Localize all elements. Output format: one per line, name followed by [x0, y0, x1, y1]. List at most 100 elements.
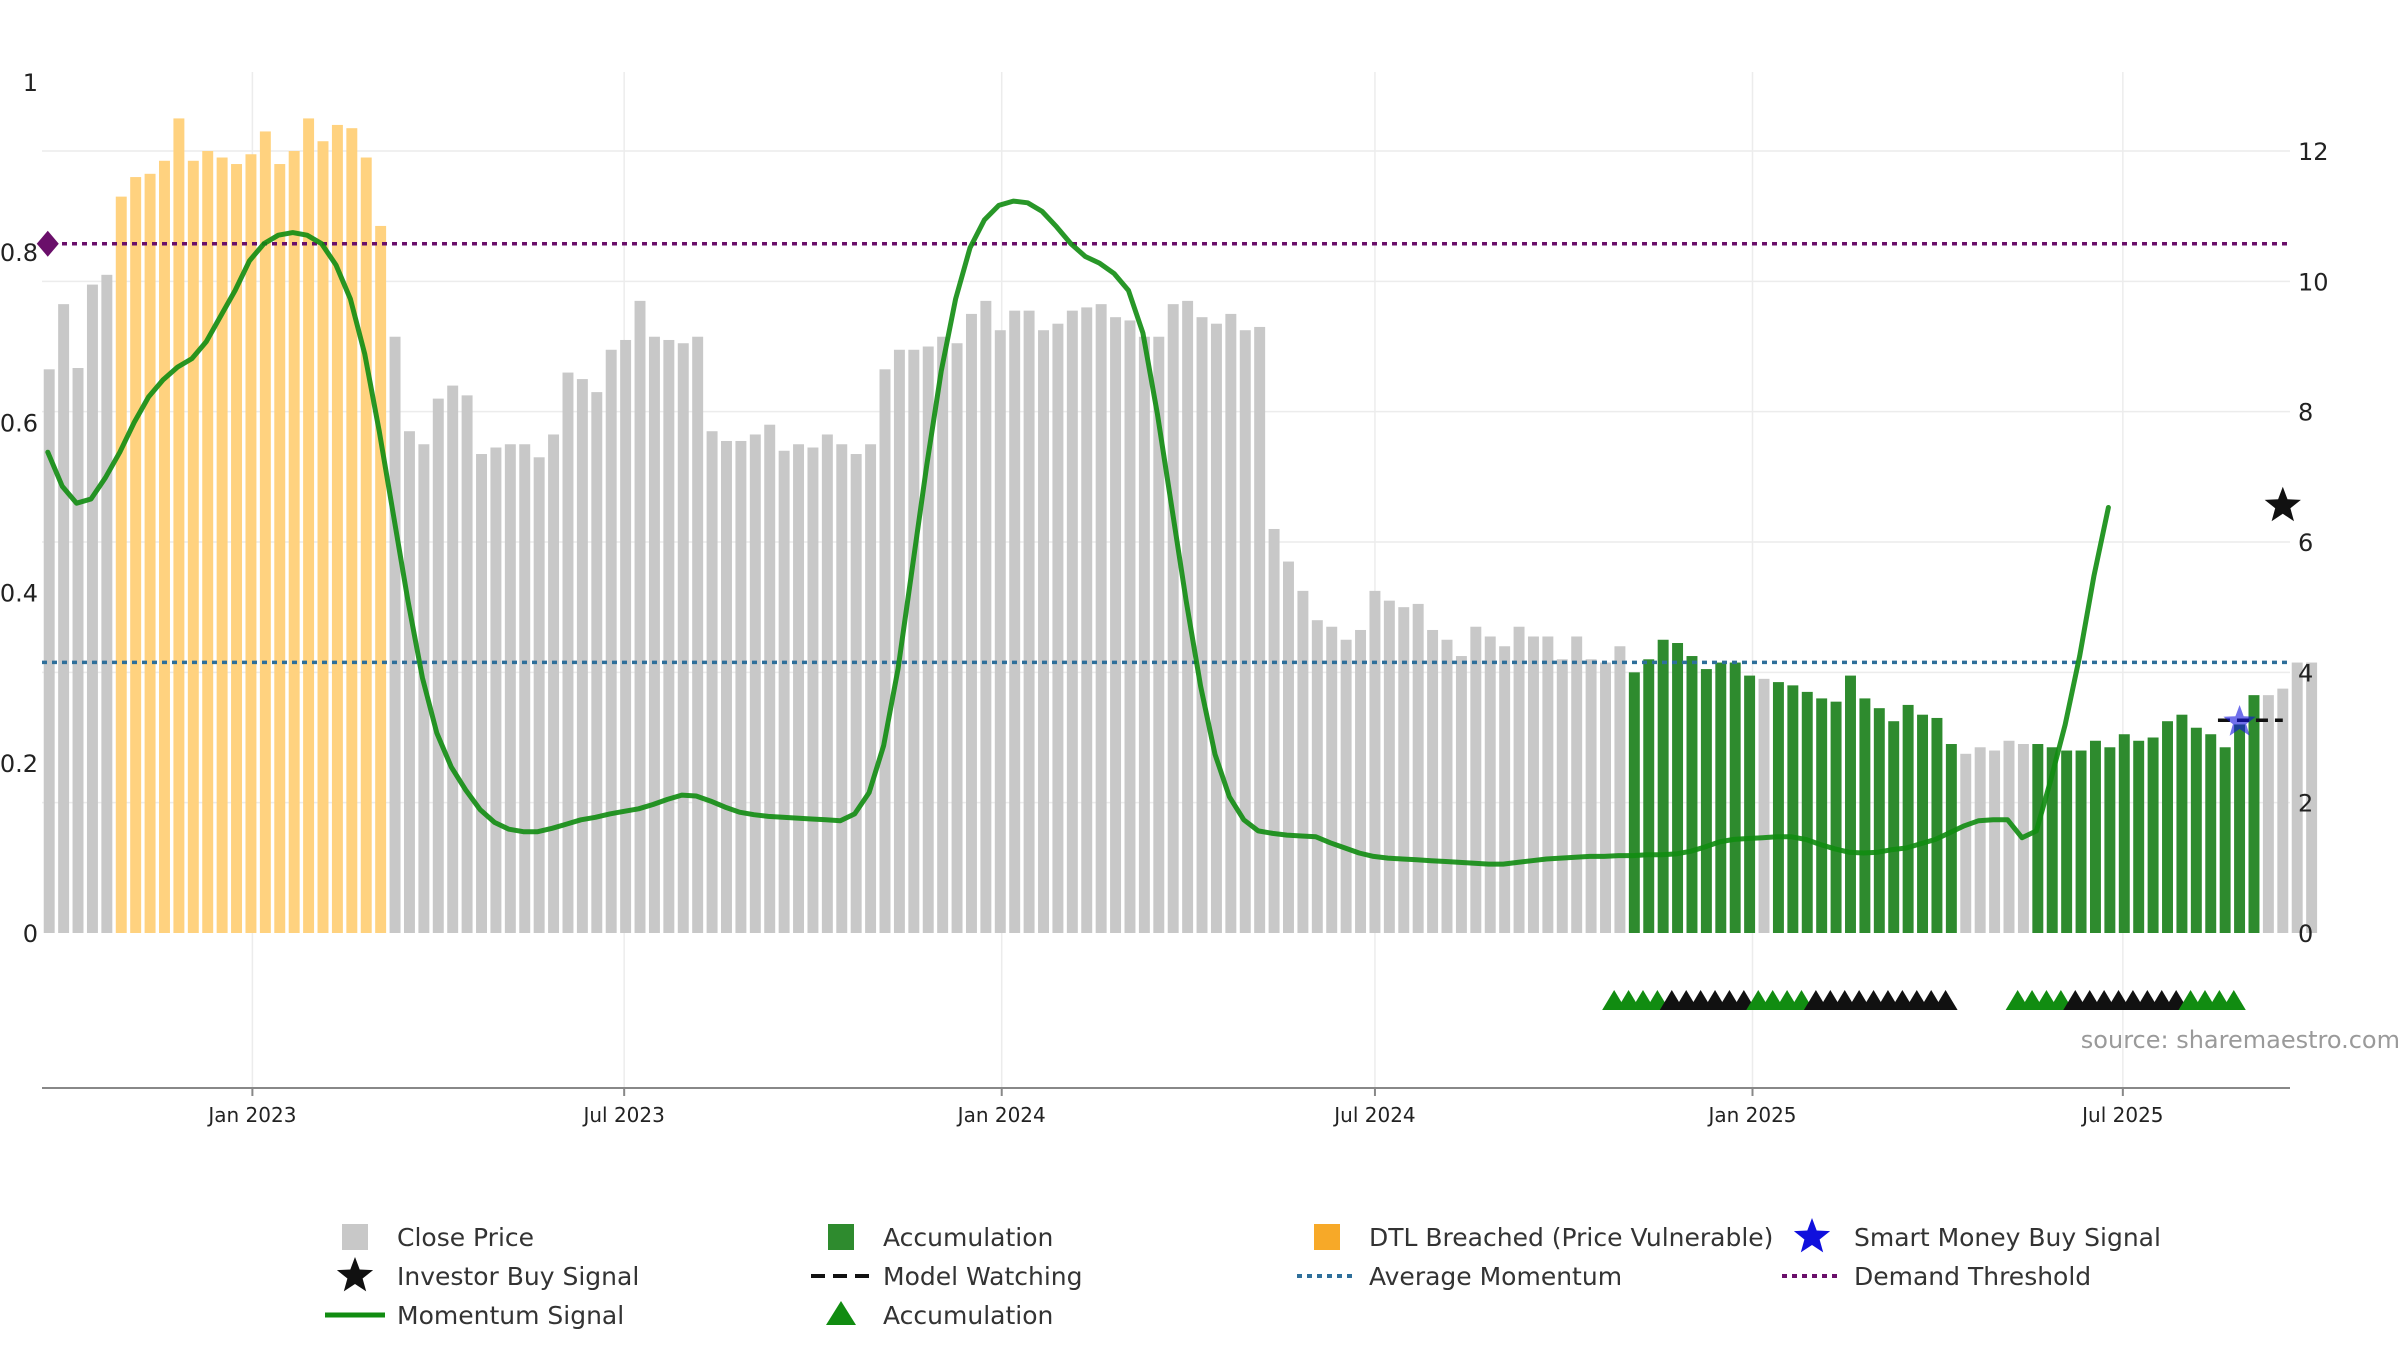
legend-item: DTL Breached (Price Vulnerable) — [1314, 1223, 1773, 1252]
close-price-bar — [2262, 695, 2274, 933]
close-price-bar — [1038, 330, 1049, 933]
legend-label: Average Momentum — [1369, 1262, 1622, 1291]
dtl-breached-bar — [274, 164, 286, 934]
accumulation-bar — [2219, 747, 2231, 933]
close-price-bar — [2277, 688, 2289, 933]
right-tick-label: 6 — [2298, 529, 2313, 557]
legend-item: Investor Buy Signal — [336, 1257, 639, 1292]
accumulation-bar — [2032, 744, 2044, 933]
accumulation-bar — [1888, 721, 1900, 933]
legend-triangle-icon — [826, 1301, 856, 1325]
close-price-bar — [476, 454, 487, 933]
close-price-bar — [461, 395, 473, 933]
dtl-breached-bar — [144, 173, 156, 933]
dtl-breached-bar — [231, 164, 243, 934]
x-tick-label: Jul 2025 — [2080, 1103, 2163, 1127]
accumulation-bar — [1873, 708, 1885, 933]
accumulation-bar — [2046, 747, 2058, 933]
bar-layer — [43, 118, 2318, 934]
close-price-bar — [634, 300, 646, 934]
close-price-bar — [1369, 590, 1381, 933]
accumulation-bar — [1902, 704, 1914, 933]
close-price-bar — [533, 457, 545, 933]
dtl-breached-bar — [346, 128, 358, 934]
legend-item: Model Watching — [811, 1262, 1083, 1291]
right-tick-label: 12 — [2298, 138, 2329, 166]
close-price-bar — [1383, 600, 1395, 933]
dtl-breached-bar — [173, 118, 185, 933]
close-price-bar — [1052, 323, 1064, 934]
accumulation-bar — [2147, 737, 2159, 933]
close-price-bar — [922, 346, 934, 933]
accumulation-bar — [1744, 675, 1756, 933]
accumulation-bar — [2176, 714, 2188, 933]
axis-layer: Jan 2023 Jul 2023 Jan 2024 Jul 2024 Jan 2025… — [0, 69, 2329, 1127]
accumulation-bar — [1787, 685, 1799, 933]
close-price-bar — [778, 450, 790, 933]
x-tick-label: Jan 2025 — [1706, 1103, 1796, 1127]
left-tick-label: 0.4 — [0, 580, 38, 608]
grid-layer — [42, 72, 2290, 1088]
accumulation-bar — [1729, 662, 1741, 933]
close-price-bar — [663, 339, 675, 933]
close-price-bar — [937, 336, 949, 934]
close-price-bar — [1527, 636, 1539, 933]
close-price-bar — [620, 339, 632, 933]
close-price-bar — [807, 447, 819, 933]
left-tick-label: 0.2 — [0, 750, 38, 778]
close-price-bar — [706, 431, 718, 933]
accumulation-bar — [1845, 675, 1856, 933]
x-tick-label: Jul 2023 — [581, 1103, 664, 1127]
close-price-bar — [1614, 646, 1626, 933]
accumulation-bar — [1700, 669, 1712, 933]
close-price-bar — [1196, 317, 1208, 933]
close-price-bar — [735, 440, 747, 933]
legend-item: Demand Threshold — [1782, 1262, 2091, 1291]
close-price-bar — [821, 434, 833, 933]
close-price-bar — [1355, 629, 1367, 933]
dtl-breached-bar — [331, 124, 343, 933]
investor-buy-star — [2264, 486, 2301, 522]
accumulation-triangle — [2221, 990, 2246, 1010]
legend-item: Accumulation — [826, 1301, 1053, 1330]
legend-item: Smart Money Buy Signal — [1793, 1218, 2161, 1253]
legend-item: Close Price — [342, 1223, 534, 1252]
accumulation-bar — [1686, 656, 1698, 933]
close-price-bar — [43, 369, 55, 933]
close-price-bar — [490, 447, 502, 933]
dtl-breached-bar — [303, 118, 315, 933]
close-price-bar — [1254, 326, 1266, 933]
close-price-bar — [1023, 310, 1035, 933]
close-price-bar — [1009, 310, 1021, 933]
close-price-bar — [1427, 629, 1439, 933]
right-tick-label: 0 — [2298, 920, 2313, 948]
legend-item: Average Momentum — [1297, 1262, 1622, 1291]
close-price-bar — [432, 398, 444, 934]
accumulation-bar — [1917, 714, 1929, 933]
close-price-bar — [1542, 636, 1554, 933]
close-price-bar — [504, 444, 516, 933]
dtl-breached-bar — [245, 154, 257, 934]
close-price-bar — [850, 454, 862, 933]
close-price-bar — [749, 434, 761, 933]
close-price-bar — [648, 336, 660, 934]
close-price-bar — [1398, 607, 1410, 933]
close-price-bar — [994, 330, 1006, 933]
close-price-bar — [1484, 636, 1496, 933]
accumulation-bar — [1643, 659, 1655, 933]
accumulation-bar — [1628, 672, 1640, 933]
accumulation-bar — [1715, 662, 1727, 933]
line-layer — [42, 198, 2290, 867]
close-price-bar — [389, 336, 401, 934]
close-price-bar — [1412, 603, 1424, 933]
momentum-signal-line — [45, 198, 2111, 867]
close-price-bar — [1470, 626, 1482, 933]
dtl-breached-bar — [216, 157, 228, 933]
close-price-bar — [562, 372, 574, 934]
right-tick-label: 8 — [2298, 399, 2313, 427]
smart-money-buy-star — [2223, 705, 2256, 736]
close-price-bar — [1326, 626, 1338, 933]
legend-swatch — [828, 1224, 854, 1250]
close-price-bar — [2003, 740, 2015, 933]
